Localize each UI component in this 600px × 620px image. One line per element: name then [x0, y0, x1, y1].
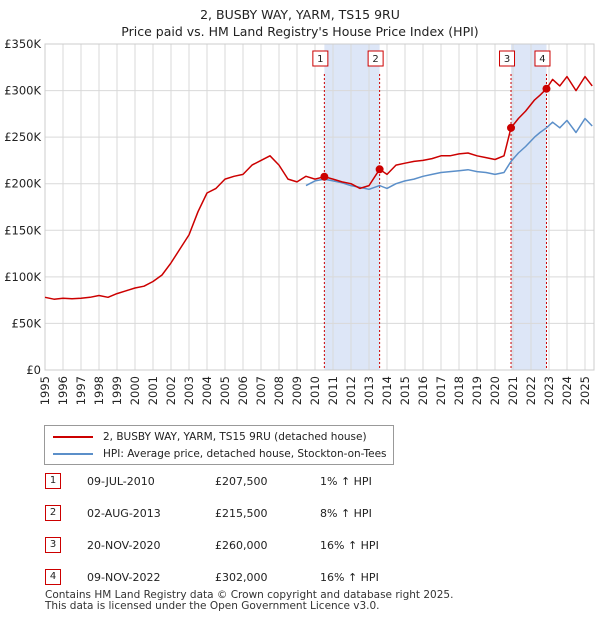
x-tick-label: 1995	[38, 376, 52, 405]
x-tick-label: 2009	[290, 376, 304, 405]
x-tick-label: 2001	[146, 376, 160, 405]
transaction-price: £260,000	[215, 539, 268, 552]
x-tick-label: 2003	[182, 376, 196, 405]
axes: £0 £50K £100K £150K £200K £250K £300K £350K 1995…	[4, 37, 595, 405]
x-tick-label: 1996	[56, 376, 70, 405]
x-tick-label: 2024	[560, 376, 574, 405]
x-tick-label: 2016	[416, 376, 430, 405]
legend-item-property: 2, BUSBY WAY, YARM, TS15 9RU (detached h…	[53, 430, 367, 444]
table-row: 4 09-NOV-2022 £302,000 16% ↑ HPI	[45, 569, 465, 589]
legend-label-hpi: HPI: Average price, detached house, Stoc…	[103, 448, 387, 460]
sale-points	[320, 84, 551, 181]
transaction-number: 4	[45, 569, 61, 585]
x-tick-label: 2000	[128, 376, 142, 405]
legend-label-property: 2, BUSBY WAY, YARM, TS15 9RU (detached h…	[103, 431, 367, 443]
x-tick-label: 2007	[254, 376, 268, 405]
marker-label-box	[367, 50, 384, 67]
footer-licence: This data is licensed under the Open Gov…	[45, 600, 380, 612]
transaction-hpi: 16% ↑ HPI	[320, 539, 379, 552]
transaction-date: 09-NOV-2022	[87, 571, 161, 584]
sale-point	[375, 165, 384, 174]
transaction-price: £207,500	[215, 475, 268, 488]
table-row: 1 09-JUL-2010 £207,500 1% ↑ HPI	[45, 473, 465, 493]
transaction-date: 02-AUG-2013	[87, 507, 161, 520]
x-tick-label: 2023	[542, 376, 556, 405]
x-tick-label: 2022	[524, 376, 538, 405]
sale-point	[320, 172, 329, 181]
marker-labels: 1 2 3 4	[312, 50, 551, 67]
x-tick-label: 2018	[452, 376, 466, 405]
table-row: 3 20-NOV-2020 £260,000 16% ↑ HPI	[45, 537, 465, 557]
sale-point	[507, 123, 516, 132]
footer: Contains HM Land Registry data © Crown c…	[45, 590, 453, 612]
x-tick-label: 2025	[578, 376, 592, 405]
transaction-number: 1	[45, 473, 61, 489]
transaction-price: £302,000	[215, 571, 268, 584]
x-tick-label: 1998	[92, 376, 106, 405]
y-tick-label: £100K	[4, 270, 41, 284]
x-tick-label: 2019	[470, 376, 484, 405]
x-tick-label: 2008	[272, 376, 286, 405]
x-tick-label: 1999	[110, 376, 124, 405]
chart-title: 2, BUSBY WAY, YARM, TS15 9RU	[200, 7, 400, 22]
footer-copyright: Contains HM Land Registry data © Crown c…	[45, 589, 454, 601]
shaded-period	[324, 44, 380, 370]
y-tick-label: £50K	[12, 316, 42, 330]
chart-area: £0 £50K £100K £150K £200K £250K £300K £350K 1995…	[4, 37, 595, 405]
marker-label: 4	[539, 54, 545, 65]
y-tick-label: £150K	[4, 223, 41, 237]
marker-label: 2	[372, 54, 378, 65]
x-tick-label: 2013	[362, 376, 376, 405]
x-tick-label: 2021	[506, 376, 520, 405]
x-tick-label: 2004	[200, 376, 214, 405]
legend-item-hpi: HPI: Average price, detached house, Stoc…	[53, 447, 387, 461]
marker-label-box	[499, 50, 516, 67]
x-tick-label: 2006	[236, 376, 250, 405]
marker-label: 3	[504, 54, 510, 65]
x-tick-label: 2017	[434, 376, 448, 405]
transaction-hpi: 1% ↑ HPI	[320, 475, 372, 488]
marker-label-box	[312, 50, 329, 67]
x-tick-label: 2010	[308, 376, 322, 405]
y-tick-label: £0	[26, 363, 41, 377]
marker-vertical-lines	[323, 74, 547, 370]
property-price-line	[44, 75, 593, 300]
x-tick-label: 2011	[326, 376, 340, 405]
y-tick-label: £350K	[4, 37, 41, 51]
x-tick-label: 2002	[164, 376, 178, 405]
transaction-hpi: 16% ↑ HPI	[320, 571, 379, 584]
legend: 2, BUSBY WAY, YARM, TS15 9RU (detached h…	[44, 425, 394, 465]
shaded-period	[511, 44, 547, 370]
marker-label: 1	[317, 54, 323, 65]
chart-subtitle: Price paid vs. HM Land Registry's House …	[121, 24, 479, 39]
transaction-date: 09-JUL-2010	[87, 475, 155, 488]
x-tick-label: 1997	[74, 376, 88, 405]
x-tick-label: 2020	[488, 376, 502, 405]
transaction-number: 2	[45, 505, 61, 521]
x-tick-label: 2005	[218, 376, 232, 405]
transaction-date: 20-NOV-2020	[87, 539, 161, 552]
transaction-number: 3	[45, 537, 61, 553]
gridlines	[44, 43, 594, 371]
x-tick-label: 2012	[344, 376, 358, 405]
plot-border	[44, 43, 595, 371]
legend-line-property	[53, 436, 93, 438]
shaded-periods	[324, 44, 547, 370]
marker-label-box	[534, 50, 551, 67]
y-tick-label: £250K	[4, 130, 41, 144]
transaction-hpi: 8% ↑ HPI	[320, 507, 372, 520]
table-row: 2 02-AUG-2013 £215,500 8% ↑ HPI	[45, 505, 465, 525]
series-lines	[44, 75, 593, 300]
x-tick-label: 2014	[380, 376, 394, 405]
sale-point	[542, 84, 551, 93]
transaction-price: £215,500	[215, 507, 268, 520]
x-tick-label: 2015	[398, 376, 412, 405]
y-tick-label: £300K	[4, 84, 41, 98]
legend-line-hpi	[53, 453, 93, 455]
y-tick-label: £200K	[4, 177, 41, 191]
